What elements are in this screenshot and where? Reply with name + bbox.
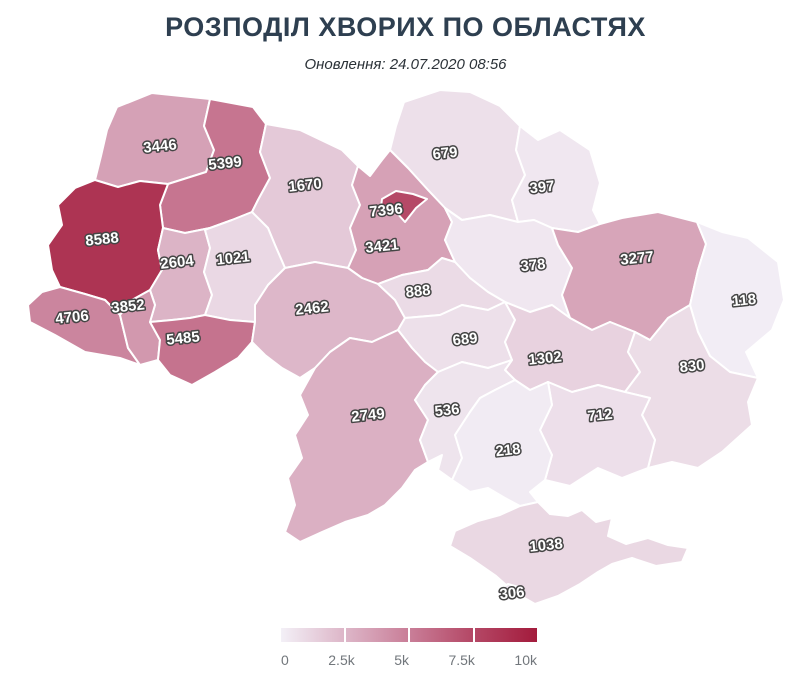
legend-gradient-segment: [281, 628, 344, 642]
region-zakarpattia[interactable]: [27, 286, 141, 366]
legend-tick-label: 2.5k: [328, 652, 355, 668]
legend-tick-label: 0: [281, 652, 289, 668]
region-kyiv-city[interactable]: [380, 190, 428, 223]
update-timestamp: Оновлення: 24.07.2020 08:56: [304, 56, 507, 73]
region-crimea[interactable]: [449, 501, 689, 605]
legend-gradient-segment: [345, 628, 408, 642]
page-title: РОЗПОДІЛ ХВОРИХ ПО ОБЛАСТЯХ: [165, 12, 646, 42]
legend-gradient-bar: [281, 628, 537, 642]
legend-tick-label: 5k: [394, 652, 409, 668]
legend-tick-label: 7.5k: [448, 652, 475, 668]
legend-ticks: 0 2.5k 5k 7.5k 10k: [281, 652, 537, 668]
legend-tick-label: 10k: [514, 652, 537, 668]
region-volyn[interactable]: [94, 92, 215, 188]
color-legend: 0 2.5k 5k 7.5k 10k: [281, 628, 537, 668]
legend-gradient-segment: [474, 628, 537, 642]
region-chernivtsi[interactable]: [149, 314, 256, 386]
region-sevastopol[interactable]: [495, 583, 523, 602]
region-kherson[interactable]: [451, 379, 553, 507]
region-sumy[interactable]: [511, 125, 601, 233]
region-ternopil[interactable]: [149, 227, 213, 323]
region-odesa[interactable]: [284, 329, 439, 543]
legend-gradient-segment: [410, 628, 473, 642]
region-zaporizhzhia[interactable]: [539, 381, 656, 487]
